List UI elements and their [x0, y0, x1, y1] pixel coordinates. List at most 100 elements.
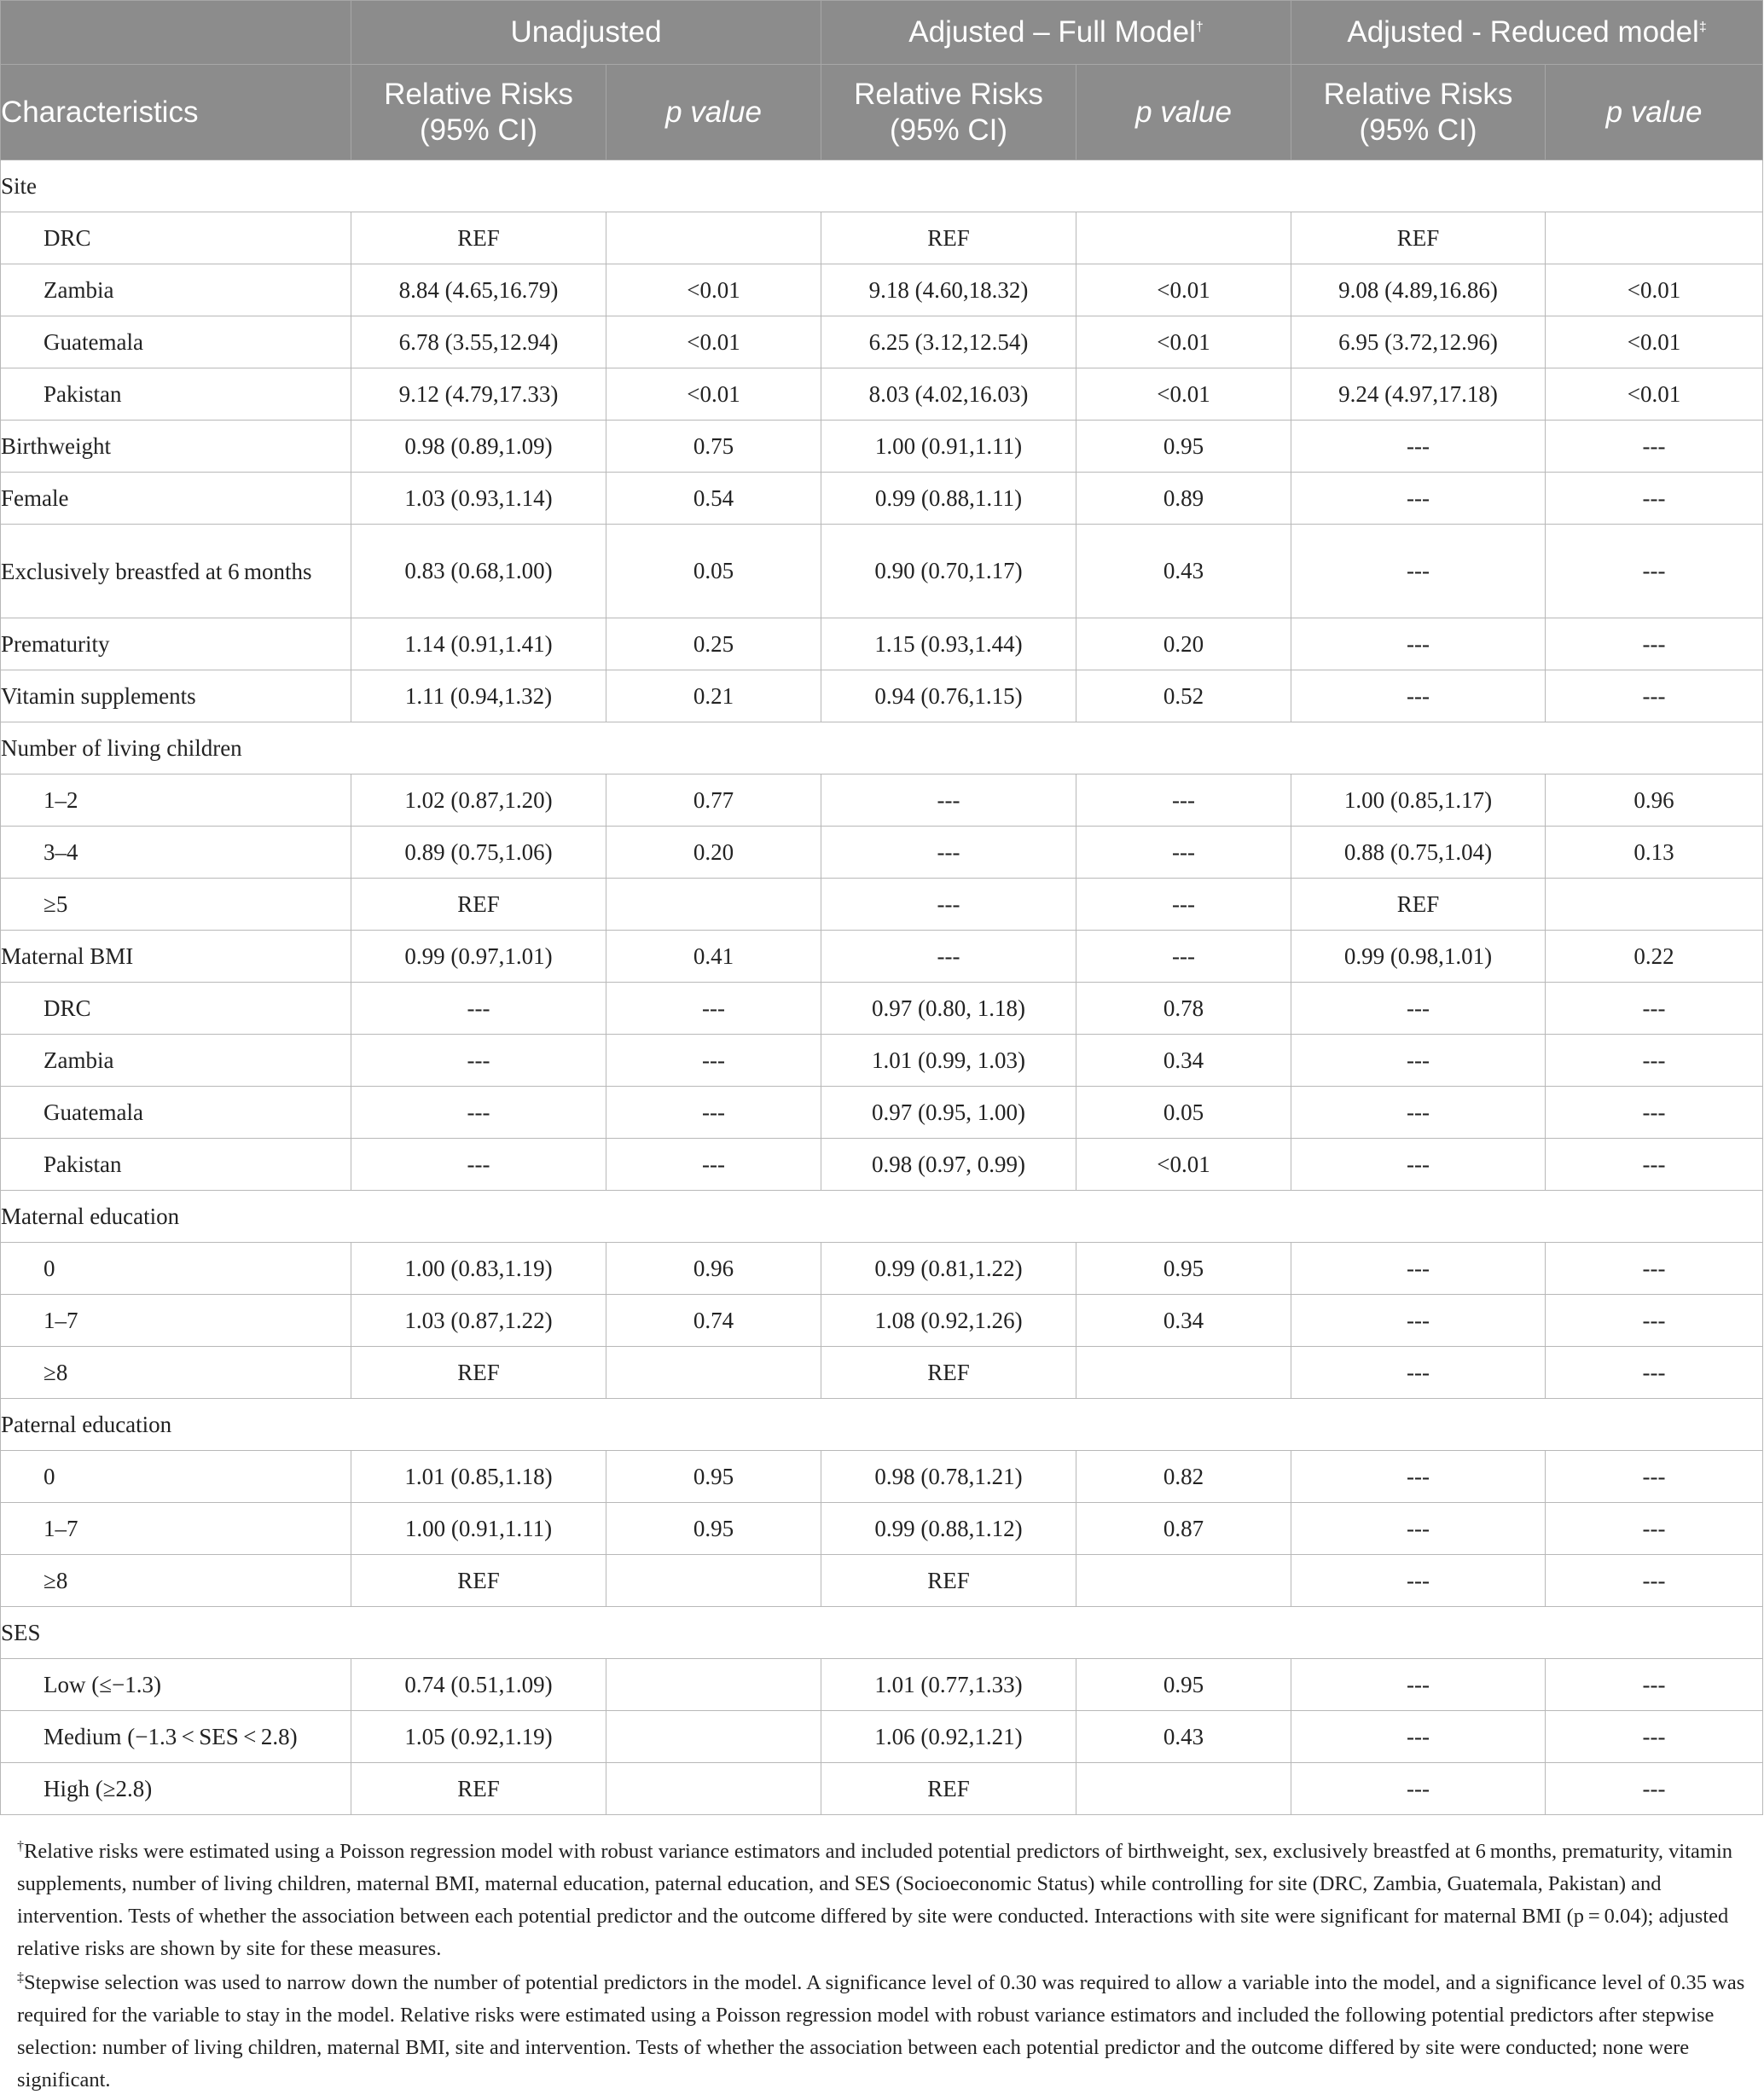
unadjusted-p-cell: ---	[605, 1034, 822, 1087]
full-p-cell: 0.89	[1076, 472, 1292, 525]
unadjusted-rr-cell: 0.99 (0.97,1.01)	[351, 930, 606, 983]
table-row: ≥8 REF REF --- ---	[0, 1554, 1764, 1607]
unadjusted-rr-cell: 1.03 (0.87,1.22)	[351, 1294, 606, 1347]
full-p-cell	[1076, 1554, 1292, 1607]
reduced-p-cell: 0.22	[1545, 930, 1764, 983]
full-p-cell	[1076, 1346, 1292, 1399]
unadjusted-p-cell: ---	[605, 1138, 822, 1191]
section-fill	[351, 1398, 1764, 1451]
reduced-p-cell: ---	[1545, 1242, 1764, 1295]
row-label: 1–7	[0, 1502, 351, 1555]
unadjusted-p-cell	[605, 1658, 822, 1711]
unadjusted-rr-cell: ---	[351, 1086, 606, 1139]
full-rr-cell: REF	[821, 1346, 1077, 1399]
section-fill	[351, 1606, 1764, 1659]
table-row: Exclusively breastfed at 6 months 0.83 (0…	[0, 524, 1764, 618]
full-p-cell: ---	[1076, 878, 1292, 931]
row-label: 1–2	[0, 774, 351, 827]
reduced-rr-cell: ---	[1291, 1086, 1546, 1139]
row-label: Low (≤−1.3)	[0, 1658, 351, 1711]
table-row: Medium (−1.3 < SES < 2.8) 1.05 (0.92,1.19…	[0, 1710, 1764, 1763]
table-row: Maternal BMI 0.99 (0.97,1.01) 0.41 --- --- 0.…	[0, 930, 1764, 983]
full-p-cell: <0.01	[1076, 1138, 1292, 1191]
unadjusted-rr-cell: 1.03 (0.93,1.14)	[351, 472, 606, 525]
row-label: Zambia	[0, 1034, 351, 1087]
row-label: Number of living children	[0, 722, 351, 774]
row-label: Guatemala	[0, 1086, 351, 1139]
reduced-rr-cell: 0.88 (0.75,1.04)	[1291, 826, 1546, 879]
reduced-rr-cell: 9.24 (4.97,17.18)	[1291, 368, 1546, 421]
reduced-rr-cell: 0.99 (0.98,1.01)	[1291, 930, 1546, 983]
reduced-rr-cell: ---	[1291, 1450, 1546, 1503]
reduced-p-cell: 0.13	[1545, 826, 1764, 879]
table-row: 1–7 1.00 (0.91,1.11) 0.95 0.99 (0.88,1.12) 0…	[0, 1502, 1764, 1555]
reduced-rr-cell: ---	[1291, 1658, 1546, 1711]
full-rr-cell: ---	[821, 878, 1077, 931]
full-p-cell: 0.78	[1076, 982, 1292, 1035]
table-row: ≥5 REF --- --- REF	[0, 878, 1764, 931]
reduced-p-cell: ---	[1545, 1034, 1764, 1087]
table-row: Prematurity 1.14 (0.91,1.41) 0.25 1.15 (0.9…	[0, 618, 1764, 670]
reduced-rr-cell: ---	[1291, 1034, 1546, 1087]
full-rr-cell: 1.15 (0.93,1.44)	[821, 618, 1077, 670]
header-group-unadjusted: Unadjusted	[350, 0, 822, 65]
unadjusted-rr-cell: ---	[351, 982, 606, 1035]
row-label: DRC	[0, 982, 351, 1035]
unadjusted-p-cell: 0.21	[605, 670, 822, 722]
header-p-value: p value	[1545, 64, 1764, 160]
unadjusted-p-cell: 0.74	[605, 1294, 822, 1347]
full-p-cell: 0.34	[1076, 1294, 1292, 1347]
reduced-rr-cell: ---	[1291, 1294, 1546, 1347]
unadjusted-rr-cell: 0.98 (0.89,1.09)	[351, 420, 606, 473]
full-rr-cell: REF	[821, 1762, 1077, 1815]
footnote-dagger-text: Relative risks were estimated using a Po…	[17, 1840, 1732, 1960]
header-blank-cell	[0, 0, 351, 65]
full-p-cell: 0.43	[1076, 524, 1292, 618]
unadjusted-p-cell: 0.20	[605, 826, 822, 879]
header-group-adjusted-reduced: Adjusted - Reduced model‡	[1291, 0, 1764, 65]
unadjusted-rr-cell: REF	[351, 1554, 606, 1607]
full-rr-cell: 1.01 (0.99, 1.03)	[821, 1034, 1077, 1087]
full-rr-cell: 0.97 (0.80, 1.18)	[821, 982, 1077, 1035]
table-row: Guatemala --- --- 0.97 (0.95, 1.00) 0.05 --- -…	[0, 1086, 1764, 1139]
row-label: High (≥2.8)	[0, 1762, 351, 1815]
full-rr-cell: 6.25 (3.12,12.54)	[821, 316, 1077, 368]
header-characteristics: Characteristics	[0, 64, 351, 160]
unadjusted-p-cell: 0.96	[605, 1242, 822, 1295]
full-rr-cell: 1.08 (0.92,1.26)	[821, 1294, 1077, 1347]
unadjusted-p-cell: 0.95	[605, 1450, 822, 1503]
unadjusted-rr-cell: REF	[351, 212, 606, 264]
full-p-cell: ---	[1076, 930, 1292, 983]
header-relative-risks: Relative Risks (95% CI)	[351, 64, 606, 160]
unadjusted-rr-cell: ---	[351, 1138, 606, 1191]
reduced-rr-cell: REF	[1291, 212, 1546, 264]
reduced-rr-cell: ---	[1291, 1242, 1546, 1295]
unadjusted-p-cell: ---	[605, 982, 822, 1035]
reduced-p-cell: ---	[1545, 1502, 1764, 1555]
unadjusted-p-cell: ---	[605, 1086, 822, 1139]
reduced-rr-cell: 9.08 (4.89,16.86)	[1291, 264, 1546, 316]
table-row: Low (≤−1.3) 0.74 (0.51,1.09) 1.01 (0.77,1.…	[0, 1658, 1764, 1711]
reduced-rr-cell: ---	[1291, 1502, 1546, 1555]
footnote-double-dagger: ‡Stepwise selection was used to narrow d…	[17, 1967, 1757, 2097]
row-label: DRC	[0, 212, 351, 264]
full-rr-cell: 0.99 (0.88,1.12)	[821, 1502, 1077, 1555]
reduced-rr-cell: REF	[1291, 878, 1546, 931]
unadjusted-rr-cell: ---	[351, 1034, 606, 1087]
row-label: 0	[0, 1242, 351, 1295]
unadjusted-p-cell	[605, 1762, 822, 1815]
full-rr-cell: 8.03 (4.02,16.03)	[821, 368, 1077, 421]
reduced-rr-cell: ---	[1291, 420, 1546, 473]
table-row: Pakistan 9.12 (4.79,17.33) <0.01 8.03 (4.02…	[0, 368, 1764, 421]
row-label: 3–4	[0, 826, 351, 879]
unadjusted-p-cell: 0.25	[605, 618, 822, 670]
reduced-p-cell: ---	[1545, 420, 1764, 473]
reduced-rr-cell: ---	[1291, 1554, 1546, 1607]
header-p-value: p value	[1076, 64, 1292, 160]
table-row: ≥8 REF REF --- ---	[0, 1346, 1764, 1399]
reduced-rr-cell: ---	[1291, 670, 1546, 722]
table-row: Vitamin supplements 1.11 (0.94,1.32) 0.21 0…	[0, 670, 1764, 722]
full-p-cell: 0.05	[1076, 1086, 1292, 1139]
header-group-adjusted-full: Adjusted – Full Model†	[821, 0, 1292, 65]
unadjusted-rr-cell: 1.14 (0.91,1.41)	[351, 618, 606, 670]
